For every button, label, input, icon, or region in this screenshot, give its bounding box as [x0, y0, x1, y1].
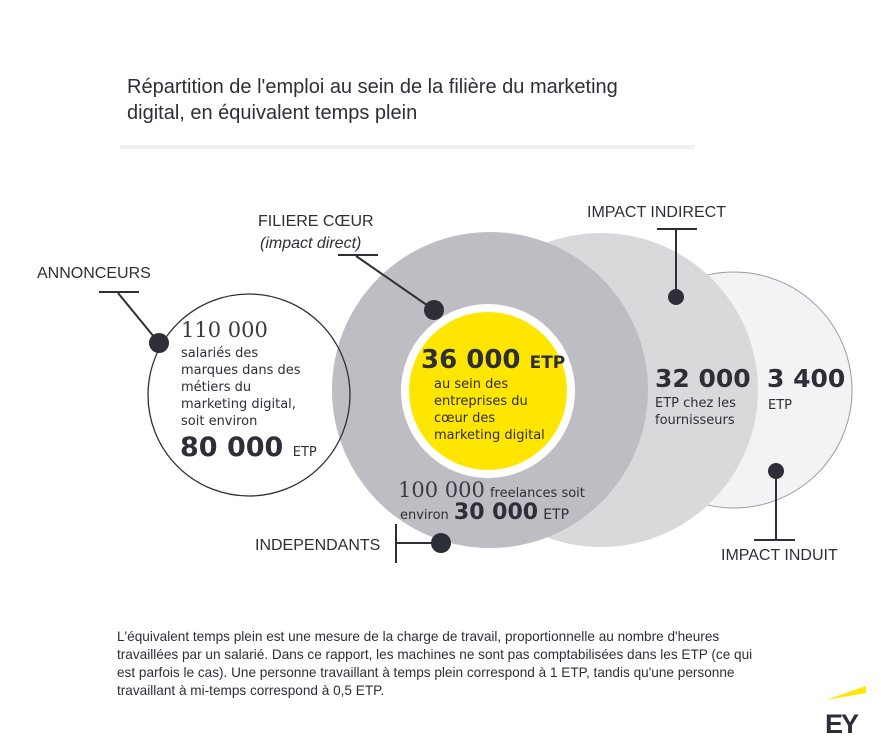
label-filiere-coeur: FILIERE CŒUR	[258, 213, 374, 230]
independants-dot	[431, 533, 451, 553]
label-independants: INDEPENDANTS	[255, 537, 381, 554]
svg-text:EY: EY	[825, 709, 859, 739]
label-annonceurs: ANNONCEURS	[37, 265, 151, 282]
annonceurs-line: métiers du	[181, 380, 252, 395]
footnote: L'équivalent temps plein est une mesure …	[117, 628, 752, 700]
annonceurs-description: salariés des marques dans des métiers du…	[181, 345, 301, 430]
annonceurs-line: salariés des	[181, 346, 259, 361]
independants-etp-value: 30 000	[453, 500, 539, 525]
independants-line-2: environ 30 000 ETP	[400, 500, 569, 525]
core-line: au sein des	[434, 377, 509, 392]
label-impact-direct: (impact direct)	[260, 235, 362, 252]
independants-line-1: 100 000 freelances soit	[398, 478, 585, 502]
independants-count: 100 000	[398, 478, 485, 502]
footnote-line: est parfois le cas). Une personne travai…	[117, 665, 735, 680]
footnote-line: travaillant à mi-temps correspond à 0,5 …	[117, 683, 385, 698]
indirect-description: ETP chez les fournisseurs	[655, 395, 736, 429]
footnote-line: travaillées par un salarié. Dans ce rapp…	[117, 647, 753, 662]
independants-text-1: freelances soit	[489, 486, 585, 501]
induit-unit: ETP	[768, 398, 792, 413]
core-yellow-circle	[409, 312, 567, 470]
label-impact-indirect: IMPACT INDIRECT	[587, 204, 726, 221]
annonceurs-line: marques dans des	[181, 363, 301, 378]
indirect-value: 32 000	[655, 364, 751, 393]
annonceurs-line: soit environ	[181, 414, 258, 429]
footnote-line: L'équivalent temps plein est une mesure …	[117, 629, 720, 644]
core-line: entreprises du	[434, 394, 528, 409]
annonceurs-count: 110 000	[181, 318, 268, 342]
filiere-leader	[355, 255, 435, 311]
independants-etp-unit: ETP	[543, 507, 570, 523]
filiere-dot	[424, 300, 444, 320]
title-line-2: digital, en équivalent temps plein	[127, 102, 418, 124]
indirect-line: ETP chez les	[655, 396, 736, 411]
core-unit: ETP	[529, 353, 566, 373]
core-description: au sein des entreprises du cœur des mark…	[434, 376, 545, 444]
annonceurs-etp-value: 80 000	[180, 432, 284, 463]
induit-value: 3 400	[767, 364, 846, 393]
indirect-dot	[668, 289, 684, 305]
indirect-line: fournisseurs	[655, 413, 735, 428]
annonceurs-circle	[147, 293, 351, 497]
annonceurs-dot	[149, 333, 169, 353]
annonceurs-etp-unit: ETP	[292, 445, 317, 460]
page-title: Répartition de l'emploi au sein de la fi…	[127, 74, 618, 126]
label-impact-induit: IMPACT INDUIT	[721, 547, 838, 564]
title-divider	[120, 145, 695, 149]
core-etp: 36 000 ETP	[421, 345, 565, 375]
core-line: marketing digital	[434, 428, 545, 443]
title-line-1: Répartition de l'emploi au sein de la fi…	[127, 76, 618, 98]
annonceurs-line: marketing digital,	[181, 397, 296, 412]
core-value: 36 000	[421, 345, 521, 375]
induit-dot	[768, 463, 784, 479]
ey-logo: EY	[825, 686, 866, 739]
annonceurs-leader	[117, 292, 160, 344]
core-line: cœur des	[434, 411, 496, 426]
annonceurs-etp: 80 000 ETP	[180, 432, 317, 463]
independants-text-2: environ	[400, 508, 449, 523]
